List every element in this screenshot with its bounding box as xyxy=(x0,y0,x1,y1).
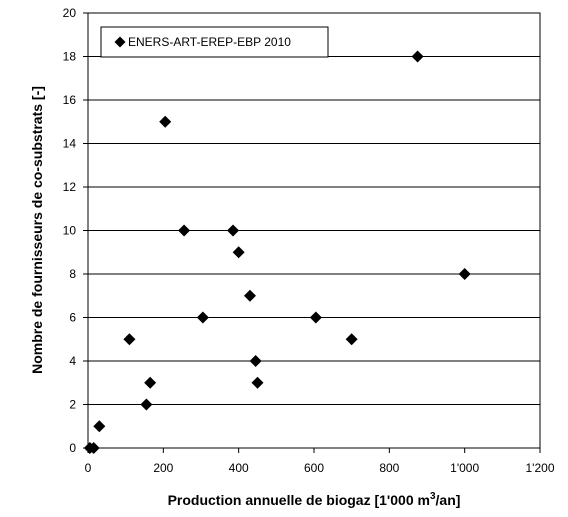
y-tick-label: 14 xyxy=(63,137,77,151)
y-tick-label: 8 xyxy=(69,267,76,281)
x-tick-label: 200 xyxy=(153,461,173,475)
y-tick-label: 2 xyxy=(69,398,76,412)
y-tick-label: 18 xyxy=(63,50,77,64)
data-point xyxy=(178,224,191,237)
y-tick-label: 4 xyxy=(69,354,76,368)
data-point xyxy=(93,420,106,433)
y-tick-label: 16 xyxy=(63,93,77,107)
legend-box xyxy=(100,26,329,58)
data-point xyxy=(123,333,136,346)
x-tick-label: 800 xyxy=(379,461,399,475)
data-point xyxy=(232,246,245,259)
data-point xyxy=(159,115,172,128)
data-point xyxy=(249,355,262,367)
data-point xyxy=(144,376,157,389)
x-tick-label: 1'200 xyxy=(526,461,555,475)
legend-label: ENERS-ART-EREP-EBP 2010 xyxy=(128,35,291,49)
y-axis-title: Nombre de fournisseurs de co-substrats [… xyxy=(29,86,45,374)
gridlines xyxy=(88,56,540,405)
x-tick-label: 600 xyxy=(304,461,324,475)
data-points xyxy=(83,50,471,454)
legend: ENERS-ART-EREP-EBP 2010 xyxy=(100,26,329,58)
x-tick-label: 400 xyxy=(229,461,249,475)
x-tick-label: 1'000 xyxy=(450,461,479,475)
data-point xyxy=(458,268,471,280)
y-tick-label: 20 xyxy=(63,6,77,20)
y-tick-label: 6 xyxy=(69,311,76,325)
y-tick-label: 0 xyxy=(69,441,76,455)
data-point xyxy=(227,224,240,237)
legend-marker xyxy=(114,36,126,48)
data-point xyxy=(251,376,264,389)
data-point xyxy=(411,50,424,63)
data-point xyxy=(140,398,153,411)
data-point xyxy=(243,289,256,302)
y-tick-label: 10 xyxy=(63,224,77,238)
y-axis: 0 2 4 6 8 10 12 14 16 18 20 xyxy=(63,6,88,455)
x-axis-title: Production annuelle de biogaz [1'000 m3/… xyxy=(168,491,461,508)
data-point xyxy=(309,311,322,324)
y-tick-label: 12 xyxy=(63,180,77,194)
data-point xyxy=(196,311,209,324)
data-point xyxy=(345,333,358,346)
x-axis: 0 200 400 600 800 1'000 1'200 xyxy=(85,448,555,475)
x-tick-label: 0 xyxy=(85,461,92,475)
data-point xyxy=(87,442,100,454)
